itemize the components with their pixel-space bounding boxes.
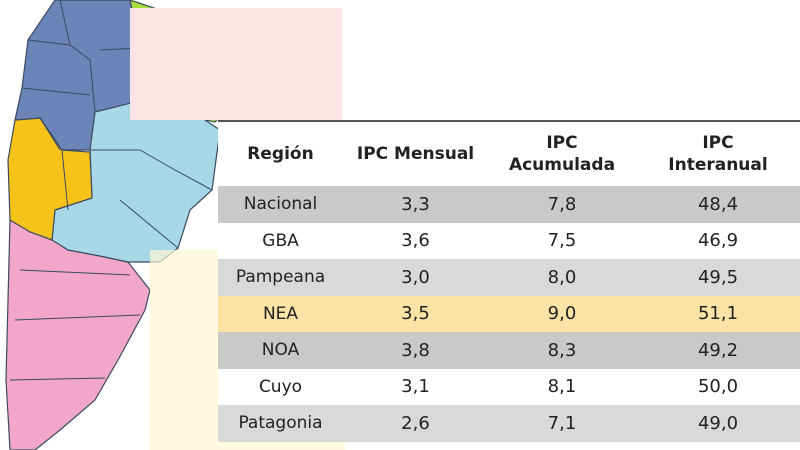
region-cell: GBA [262, 230, 299, 251]
table-row: Nacional 3,3 7,8 48,4 [218, 186, 800, 223]
mensual-cell: 3,8 [401, 339, 430, 361]
table-row: Cuyo 3,1 8,1 50,0 [218, 368, 800, 405]
column-header: IPC Interanual [668, 133, 768, 175]
table-row: Pampeana 3,0 8,0 49,5 [218, 259, 800, 296]
table-row: NOA 3,8 8,3 49,2 [218, 332, 800, 369]
column-header: IPC Mensual [356, 144, 475, 164]
background-pink-box [130, 8, 342, 120]
interanual-cell: 48,4 [697, 193, 739, 215]
table-row: GBA 3,6 7,5 46,9 [218, 222, 800, 259]
interanual-cell: 49,5 [697, 266, 739, 288]
acumulada-cell: 7,8 [547, 193, 577, 215]
interanual-cell: 49,2 [697, 339, 739, 361]
mensual-cell: 3,5 [401, 303, 430, 325]
column-header: Región [247, 144, 314, 164]
region-cell: Nacional [243, 194, 318, 215]
region-cell: Cuyo [258, 376, 303, 397]
mensual-cell: 3,0 [401, 266, 430, 288]
interanual-cell: 49,0 [697, 412, 739, 434]
region-cell: Pampeana [235, 267, 326, 288]
province-borders [9, 0, 213, 381]
acumulada-cell: 8,3 [547, 339, 577, 361]
region-cell: NEA [262, 303, 299, 324]
region-cell: Patagonia [238, 413, 323, 434]
table-header-row: Región IPC Mensual IPC Acumulada IPC Int… [218, 122, 800, 186]
mensual-cell: 2,6 [401, 412, 430, 434]
table-row: Patagonia 2,6 7,1 49,0 [218, 405, 800, 442]
mensual-cell: 3,6 [401, 230, 430, 252]
interanual-cell: 50,0 [697, 376, 739, 398]
mensual-cell: 3,1 [401, 376, 430, 398]
acumulada-cell: 8,1 [547, 376, 577, 398]
ipc-table: Región IPC Mensual IPC Acumulada IPC Int… [218, 120, 800, 442]
acumulada-cell: 9,0 [547, 303, 577, 325]
acumulada-cell: 7,5 [547, 230, 577, 252]
interanual-cell: 51,1 [697, 303, 739, 325]
mensual-cell: 3,3 [401, 193, 430, 215]
column-header: IPC Acumulada [508, 133, 616, 175]
acumulada-cell: 7,1 [547, 412, 577, 434]
region-cell: NOA [261, 340, 300, 361]
interanual-cell: 46,9 [697, 230, 739, 252]
acumulada-cell: 8,0 [547, 266, 577, 288]
table-row: NEA 3,5 9,0 51,1 [218, 295, 800, 332]
